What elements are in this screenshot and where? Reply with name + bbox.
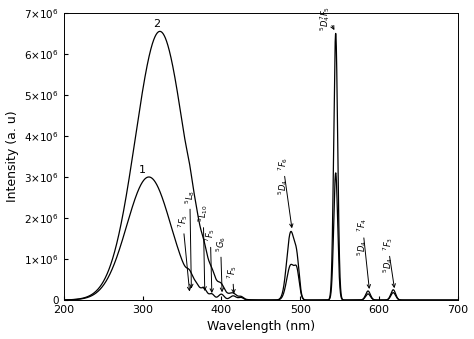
Text: $^7F_5$: $^7F_5$ xyxy=(203,228,217,292)
Text: $^7F_4$: $^7F_4$ xyxy=(356,218,371,288)
Text: $^5D_4$: $^5D_4$ xyxy=(276,179,290,196)
Text: $^7F_3$: $^7F_3$ xyxy=(381,237,395,287)
Text: $^5G_6$: $^5G_6$ xyxy=(214,236,228,291)
Text: 1: 1 xyxy=(139,165,146,175)
Text: $^7F_6$: $^7F_6$ xyxy=(276,157,293,227)
Text: $^5D_4$: $^5D_4$ xyxy=(381,257,395,273)
Text: $^5D_4$: $^5D_4$ xyxy=(356,240,369,256)
Text: $^7F_5$: $^7F_5$ xyxy=(176,214,191,291)
Text: $^5L_8$: $^5L_8$ xyxy=(183,190,197,287)
Text: $^5L_{10}$: $^5L_{10}$ xyxy=(196,204,210,290)
Text: $^7F_5$: $^7F_5$ xyxy=(226,265,239,293)
Text: $^7F_5$: $^7F_5$ xyxy=(319,6,334,29)
Text: $^5D_4$: $^5D_4$ xyxy=(319,16,332,32)
X-axis label: Wavelength (nm): Wavelength (nm) xyxy=(207,320,315,334)
Text: 2: 2 xyxy=(153,19,160,29)
Y-axis label: Intensity (a. u): Intensity (a. u) xyxy=(6,111,18,202)
